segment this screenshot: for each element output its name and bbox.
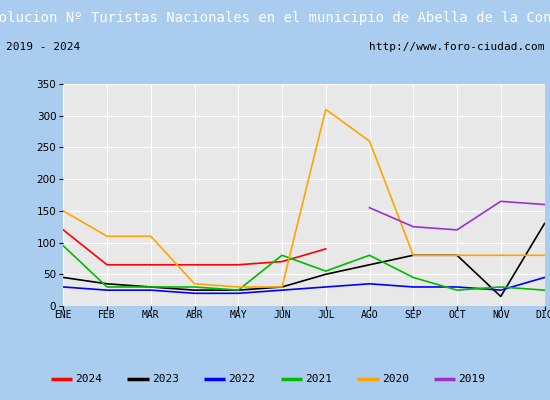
Text: 2019: 2019	[458, 374, 485, 384]
Text: 2019 - 2024: 2019 - 2024	[6, 42, 80, 52]
Text: MAY: MAY	[229, 310, 247, 320]
Text: ENE: ENE	[54, 310, 72, 320]
Text: AGO: AGO	[361, 310, 378, 320]
Text: 2023: 2023	[152, 374, 179, 384]
Text: 2021: 2021	[305, 374, 332, 384]
Text: 2022: 2022	[228, 374, 255, 384]
Text: JUN: JUN	[273, 310, 291, 320]
Text: 2020: 2020	[382, 374, 409, 384]
Text: SEP: SEP	[404, 310, 422, 320]
Text: JUL: JUL	[317, 310, 334, 320]
Text: 2024: 2024	[75, 374, 102, 384]
Text: DIC: DIC	[536, 310, 550, 320]
Text: OCT: OCT	[448, 310, 466, 320]
Text: http://www.foro-ciudad.com: http://www.foro-ciudad.com	[369, 42, 544, 52]
Text: FEB: FEB	[98, 310, 116, 320]
Text: Evolucion Nº Turistas Nacionales en el municipio de Abella de la Conca: Evolucion Nº Turistas Nacionales en el m…	[0, 11, 550, 25]
Text: ABR: ABR	[186, 310, 204, 320]
Text: NOV: NOV	[492, 310, 509, 320]
Text: MAR: MAR	[142, 310, 160, 320]
